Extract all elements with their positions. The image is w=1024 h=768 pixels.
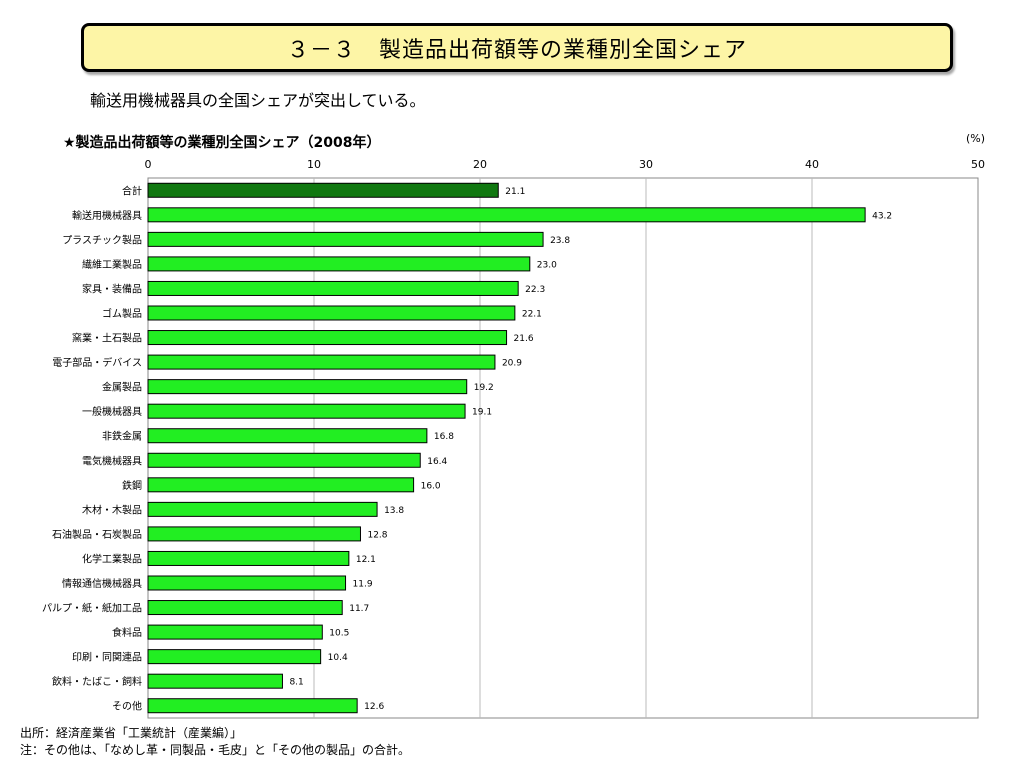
bar xyxy=(147,280,519,296)
x-tick-label: 50 xyxy=(971,158,985,171)
value-label: 19.2 xyxy=(474,383,494,393)
category-label: パルプ・紙・紙加工品 xyxy=(42,602,142,615)
category-label: ゴム製品 xyxy=(102,307,142,320)
category-label: 化学工業製品 xyxy=(82,552,142,565)
category-label: 繊維工業製品 xyxy=(82,258,142,271)
bar xyxy=(147,207,866,223)
value-label: 21.6 xyxy=(514,334,534,344)
bar xyxy=(147,403,466,419)
footnotes: 出所：経済産業省「工業統計（産業編）」 注：その他は、「なめし革・同製品・毛皮」… xyxy=(20,725,410,759)
value-label: 23.8 xyxy=(550,236,570,246)
definition-note: 注：その他は、「なめし革・同製品・毛皮」と「その他の製品」の合計。 xyxy=(20,743,411,757)
bar xyxy=(147,452,421,468)
slide-title: ３－３ 製造品出荷額等の業種別全国シェア xyxy=(286,37,747,63)
bar xyxy=(147,501,378,517)
bar xyxy=(147,624,323,640)
category-label: 一般機械器具 xyxy=(82,405,142,418)
bar xyxy=(147,330,508,346)
category-label: 情報通信機械器具 xyxy=(62,577,142,590)
value-label: 12.1 xyxy=(356,555,376,565)
bar xyxy=(147,305,516,321)
x-tick-label: 20 xyxy=(473,158,487,171)
category-label: 非鉄金属 xyxy=(102,430,142,443)
category-label: 食料品 xyxy=(112,626,142,639)
x-tick-label: 0 xyxy=(145,158,152,171)
value-label: 16.4 xyxy=(427,457,447,467)
value-label: 43.2 xyxy=(872,211,892,221)
category-label: 電子部品・デバイス xyxy=(52,356,142,369)
value-label: 11.7 xyxy=(349,604,369,614)
value-label: 10.4 xyxy=(328,653,348,663)
source-note: 出所：経済産業省「工業統計（産業編）」 xyxy=(20,726,243,740)
bar xyxy=(147,182,499,198)
value-label: 23.0 xyxy=(537,260,557,270)
bar xyxy=(147,526,361,542)
slide-subtitle: 輸送用機械器具の全国シェアが突出している。 xyxy=(90,91,426,110)
category-label: 輸送用機械器具 xyxy=(72,209,142,222)
plot-frame xyxy=(147,177,979,719)
x-tick-label: 30 xyxy=(639,158,653,171)
value-label: 11.9 xyxy=(353,580,373,590)
bar xyxy=(147,575,347,591)
category-label: 印刷・同関連品 xyxy=(72,651,142,664)
unit-label: (%) xyxy=(966,132,986,145)
x-tick-label: 10 xyxy=(307,158,321,171)
value-label: 16.0 xyxy=(421,481,441,491)
bar xyxy=(147,477,415,493)
value-label: 19.1 xyxy=(472,408,492,418)
category-label: プラスチック製品 xyxy=(62,233,142,246)
value-label: 12.6 xyxy=(364,702,384,712)
value-label: 22.3 xyxy=(525,285,545,295)
category-label: 金属製品 xyxy=(102,381,142,394)
category-label: その他 xyxy=(112,700,142,713)
bar xyxy=(147,256,531,272)
value-label: 10.5 xyxy=(329,629,349,639)
bar xyxy=(147,231,544,247)
value-label: 20.9 xyxy=(502,359,522,369)
value-label: 8.1 xyxy=(289,678,303,688)
category-label: 鉄鋼 xyxy=(122,479,142,492)
bar xyxy=(147,428,428,444)
category-label: 合計 xyxy=(122,184,142,197)
value-label: 16.8 xyxy=(434,432,454,442)
value-label: 13.8 xyxy=(384,506,404,516)
category-label: 飲料・たばこ・飼料 xyxy=(52,675,142,688)
value-label: 12.8 xyxy=(367,530,387,540)
bar xyxy=(147,379,468,395)
category-label: 石油製品・石炭製品 xyxy=(52,528,142,541)
bar xyxy=(147,354,496,370)
bar xyxy=(147,673,283,689)
slide-title-box: ３－３ 製造品出荷額等の業種別全国シェア xyxy=(81,23,953,72)
category-label: 電気機械器具 xyxy=(82,454,142,467)
bar xyxy=(147,600,343,616)
bar xyxy=(147,698,358,714)
category-label: 木材・木製品 xyxy=(82,503,142,516)
bar xyxy=(147,550,350,566)
value-label: 21.1 xyxy=(505,187,525,197)
value-label: 22.1 xyxy=(522,310,542,320)
chart-title: ★製造品出荷額等の業種別全国シェア（2008年） xyxy=(63,135,381,151)
bar xyxy=(147,649,322,665)
category-label: 窯業・土石製品 xyxy=(72,332,142,345)
category-label: 家具・装備品 xyxy=(82,282,142,295)
x-tick-label: 40 xyxy=(805,158,819,171)
